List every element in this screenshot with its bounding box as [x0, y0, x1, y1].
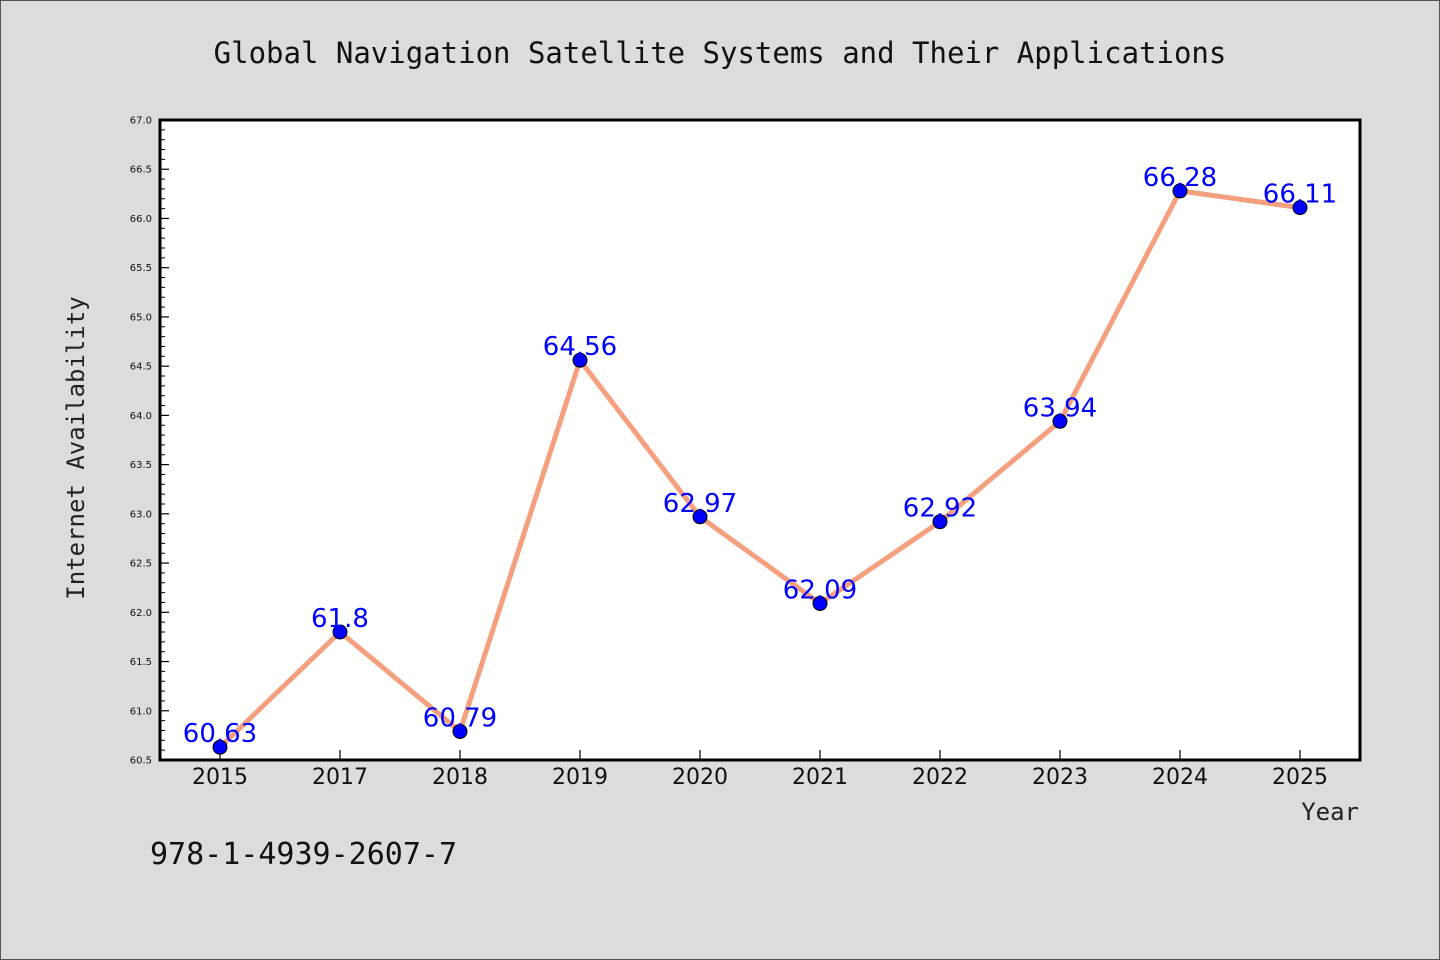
x-tick-label: 2023	[1032, 765, 1088, 790]
data-point	[332, 624, 348, 640]
y-tick-label: 67.0	[130, 116, 152, 127]
data-label: 63.94	[1023, 393, 1097, 423]
data-label: 60.79	[423, 703, 497, 733]
x-tick-label: 2022	[912, 765, 968, 790]
series-line	[218, 188, 1301, 750]
y-tick-label: 64.5	[130, 362, 152, 373]
y-tick-label: 66.5	[130, 165, 152, 176]
data-point	[932, 514, 948, 530]
x-axis-ticks: 2015 2017 2018 2019 2020 2021 2022 2023 2024 2025	[192, 750, 1328, 790]
data-label: 62.09	[783, 575, 857, 605]
data-label: 62.92	[903, 494, 977, 524]
y-axis-ticks: 60.5 61.0 61.5 62.0 62.5 63.0 63.5 64.0 64.5 65.0…	[130, 116, 169, 767]
x-tick-label: 2015	[192, 765, 248, 790]
data-points	[212, 183, 1308, 755]
data-label: 66.11	[1263, 180, 1337, 210]
data-label: 60.63	[183, 719, 257, 749]
x-tick-label: 2025	[1272, 765, 1328, 790]
data-point	[572, 352, 588, 368]
x-tick-label: 2017	[312, 765, 368, 790]
y-tick-label: 61.0	[130, 706, 152, 717]
x-tick-label: 2021	[792, 765, 848, 790]
y-tick-label: 63.0	[130, 509, 152, 520]
data-point	[1052, 413, 1068, 429]
x-tick-label: 2019	[552, 765, 608, 790]
data-point	[692, 509, 708, 525]
x-tick-label: 2024	[1152, 765, 1208, 790]
y-tick-label: 65.0	[130, 312, 152, 323]
x-tick-label: 2020	[672, 765, 728, 790]
y-tick-label: 61.5	[130, 657, 152, 668]
chart-title: Global Navigation Satellite Systems and …	[214, 36, 1227, 70]
data-labels: 60.63 61.8 60.79 64.56 62.97 62.09 62.92 63.94 6…	[183, 163, 1337, 749]
data-label: 61.8	[311, 604, 369, 634]
data-label: 62.97	[663, 489, 737, 519]
y-axis-label: Internet Availability	[62, 296, 90, 599]
y-tick-label: 66.0	[130, 214, 152, 225]
plot-area	[158, 118, 1362, 762]
y-tick-label: 63.5	[130, 460, 152, 471]
y-tick-label: 62.5	[130, 559, 152, 570]
data-point	[1292, 200, 1308, 216]
y-tick-label: 62.0	[130, 608, 152, 619]
data-point	[812, 595, 828, 611]
data-point	[1172, 183, 1188, 199]
y-tick-label: 60.5	[130, 756, 152, 767]
y-tick-label: 64.0	[130, 411, 152, 422]
data-point	[212, 739, 228, 755]
x-axis-label: Year	[1301, 798, 1359, 826]
data-point	[452, 723, 468, 739]
x-tick-label: 2018	[432, 765, 488, 790]
y-tick-label: 65.5	[130, 263, 152, 274]
isbn-text: 978-1-4939-2607-7	[150, 837, 457, 872]
data-label: 66.28	[1143, 163, 1217, 193]
data-label: 64.56	[543, 332, 617, 362]
